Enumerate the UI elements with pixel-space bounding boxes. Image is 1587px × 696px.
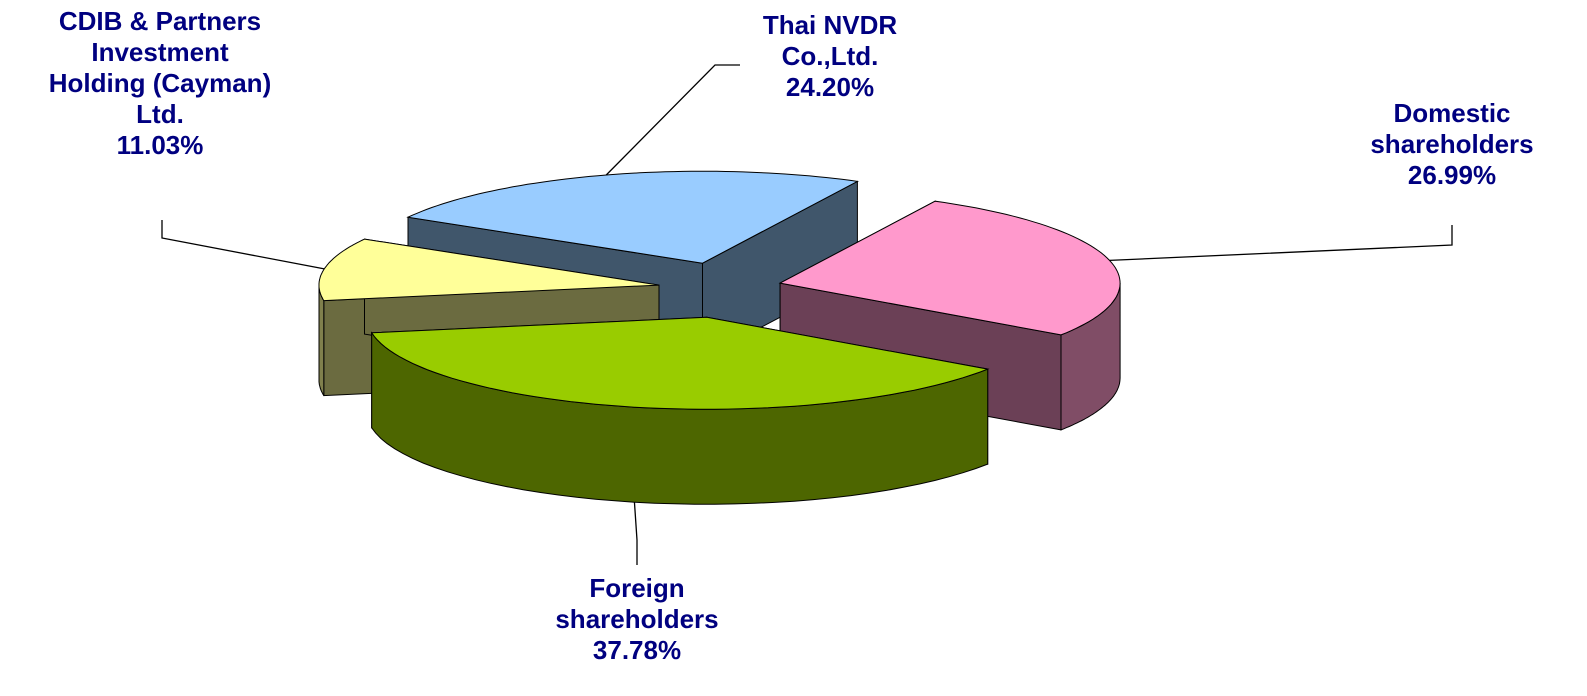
leader-line bbox=[605, 64, 740, 176]
leader-line bbox=[1109, 225, 1453, 262]
slice-label: Foreign shareholders 37.78% bbox=[555, 573, 718, 666]
category-label: Thai NVDR Co.,Ltd. bbox=[762, 10, 898, 71]
pie-slice bbox=[778, 200, 1121, 336]
slice-wall bbox=[318, 285, 325, 396]
slice-label: Domestic shareholders 26.99% bbox=[1370, 98, 1533, 191]
value-label: 37.78% bbox=[592, 635, 682, 665]
slice-label: CDIB & Partners Investment Holding (Caym… bbox=[49, 6, 271, 161]
value-label: 24.20% bbox=[785, 72, 875, 102]
category-label: CDIB & Partners Investment Holding (Caym… bbox=[48, 6, 272, 129]
leader-line bbox=[633, 502, 638, 565]
category-label: Domestic shareholders bbox=[1370, 98, 1534, 159]
pie-slice bbox=[406, 170, 859, 264]
category-label: Foreign shareholders bbox=[555, 573, 719, 634]
value-label: 26.99% bbox=[1407, 160, 1497, 190]
pie-slice bbox=[318, 238, 660, 302]
slice-label: Thai NVDR Co.,Ltd. 24.20% bbox=[763, 10, 897, 103]
leader-line bbox=[161, 220, 325, 270]
pie-slice bbox=[370, 316, 990, 410]
value-label: 11.03% bbox=[116, 130, 204, 160]
